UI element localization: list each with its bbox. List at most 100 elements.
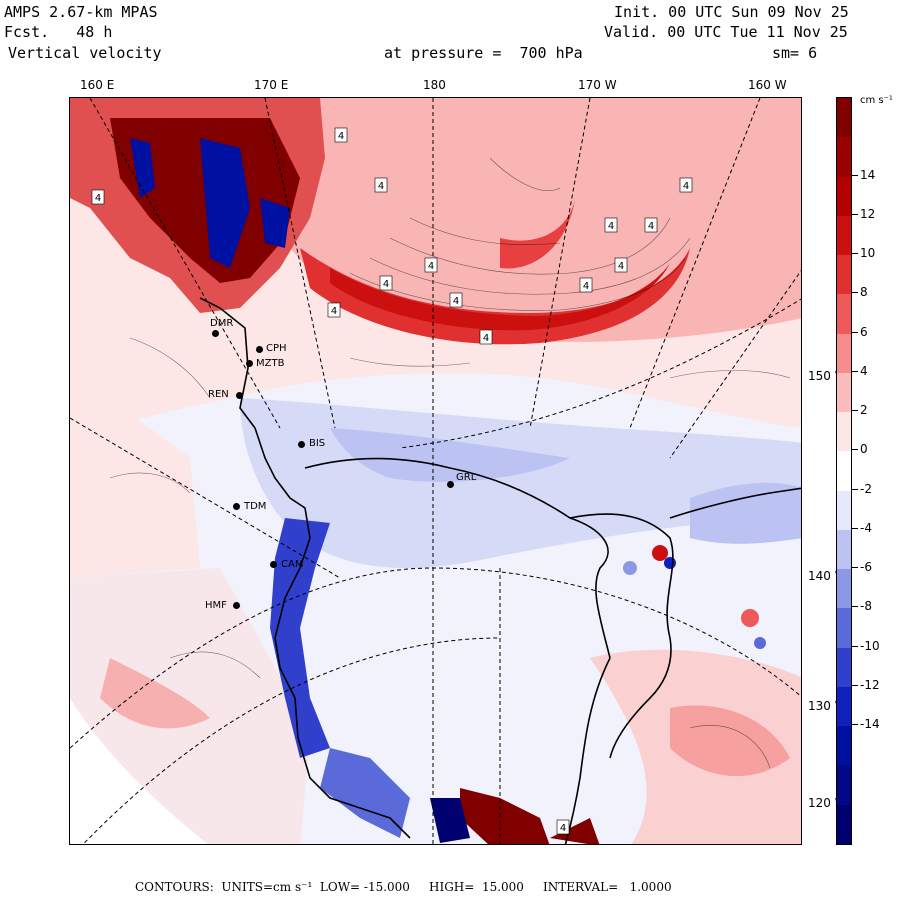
- colorbar-segment: [837, 176, 851, 217]
- colorbar-tick: [852, 527, 858, 529]
- pressure-level: at pressure = 700 hPa: [384, 44, 583, 62]
- max-marker: 4: [334, 127, 348, 143]
- colorbar-label: -2: [860, 481, 872, 496]
- max-marker: 4: [374, 177, 388, 193]
- vertical-velocity-map: 4 4 4 4 4 4 4 4 4 4 4 4 4 4: [69, 97, 802, 845]
- station-dot-tdm: [233, 503, 240, 510]
- station-dot-ren: [236, 392, 243, 399]
- station-dot-cam: [270, 561, 277, 568]
- colorbar-tick: [852, 292, 858, 294]
- station-dot-bis: [298, 441, 305, 448]
- colorbar-tick: [852, 684, 858, 686]
- colorbar-segment: [837, 372, 851, 413]
- max-marker: 4: [644, 217, 658, 233]
- colorbar-segment: [837, 569, 851, 609]
- max-marker: 4: [604, 217, 618, 233]
- colorbar-tick: [852, 645, 858, 647]
- lon-label-160w: 160 W: [748, 78, 787, 92]
- field-name: Vertical velocity: [8, 44, 162, 62]
- station-tdm: TDM: [244, 501, 267, 512]
- colorbar-segment: [837, 726, 851, 766]
- contour-info: CONTOURS: UNITS=cm s⁻¹ LOW= -15.000 HIGH…: [135, 880, 672, 894]
- max-marker: 4: [479, 329, 493, 345]
- station-cph: CPH: [266, 343, 287, 354]
- max-marker: 4: [424, 257, 438, 273]
- colorbar-label: 8: [860, 285, 868, 300]
- colorbar-tick: [852, 724, 858, 726]
- station-dot-cph: [256, 346, 263, 353]
- colorbar-label: 10: [860, 246, 876, 261]
- colorbar-unit: cm s⁻¹: [860, 95, 893, 106]
- svg-text:4: 4: [338, 131, 344, 142]
- colorbar-label: -4: [860, 520, 872, 535]
- colorbar-label: 2: [860, 403, 868, 418]
- svg-text:4: 4: [95, 193, 101, 204]
- colorbar-label: 6: [860, 324, 868, 339]
- station-dot-dmr: [212, 330, 219, 337]
- lon-label-180: 180: [423, 78, 446, 92]
- init-time: Init. 00 UTC Sun 09 Nov 25: [614, 3, 849, 21]
- station-cam: CAM: [281, 559, 304, 570]
- colorbar-tick: [852, 253, 858, 255]
- colorbar-label: 4: [860, 363, 868, 378]
- colorbar-tick: [852, 174, 858, 176]
- colorbar-segment: [837, 137, 851, 177]
- colorbar-segment: [837, 490, 851, 531]
- colorbar-label: 14: [860, 167, 876, 182]
- colorbar-label: -10: [860, 638, 880, 653]
- max-marker: 4: [327, 302, 341, 318]
- colorbar-tick: [852, 488, 858, 490]
- station-hmf: HMF: [205, 600, 227, 611]
- max-marker: 4: [679, 177, 693, 193]
- station-dot-hmf: [233, 602, 240, 609]
- valid-time: Valid. 00 UTC Tue 11 Nov 25: [604, 23, 848, 41]
- station-mztb: MZTB: [256, 358, 285, 369]
- model-title: AMPS 2.67-km MPAS: [4, 3, 158, 21]
- colorbar-tick: [852, 410, 858, 412]
- colorbar-label: -6: [860, 560, 872, 575]
- colorbar-segment: [837, 765, 851, 806]
- svg-text:4: 4: [608, 221, 614, 232]
- svg-text:4: 4: [453, 296, 459, 307]
- colorbar-segment: [837, 451, 851, 492]
- colorbar-segment: [837, 255, 851, 295]
- lon-label-170e: 170 E: [254, 78, 289, 92]
- max-marker: 4: [614, 257, 628, 273]
- station-ren: REN: [208, 389, 229, 400]
- station-dmr: DMR: [210, 318, 234, 329]
- svg-text:4: 4: [648, 221, 654, 232]
- colorbar-label: 0: [860, 442, 868, 457]
- svg-text:4: 4: [378, 181, 384, 192]
- colorbar-segment: [837, 804, 851, 845]
- colorbar-tick: [852, 213, 858, 215]
- colorbar-segment: [837, 294, 851, 335]
- colorbar-segment: [837, 647, 851, 688]
- colorbar-tick: [852, 449, 858, 451]
- svg-text:4: 4: [560, 823, 566, 834]
- smoothing: sm= 6: [772, 44, 818, 62]
- colorbar-segment: [837, 608, 851, 649]
- colorbar-label: 12: [860, 206, 876, 221]
- svg-text:4: 4: [618, 261, 624, 272]
- svg-text:4: 4: [331, 306, 337, 317]
- station-dot-grl: [447, 481, 454, 488]
- colorbar-segment: [837, 333, 851, 374]
- svg-text:4: 4: [383, 279, 389, 290]
- colorbar-tick: [852, 331, 858, 333]
- colorbar-label: -14: [860, 717, 880, 732]
- colorbar-tick: [852, 370, 858, 372]
- station-dot-mztb: [246, 360, 253, 367]
- colorbar-segment: [837, 529, 851, 570]
- colorbar-tick: [852, 567, 858, 569]
- max-marker: 4: [379, 275, 393, 291]
- colorbar-label: -12: [860, 677, 880, 692]
- map-canvas: 4 4 4 4 4 4 4 4 4 4 4 4 4 4: [70, 98, 801, 844]
- colorbar-segment: [837, 686, 851, 727]
- station-bis: BIS: [309, 438, 326, 449]
- svg-text:4: 4: [483, 333, 489, 344]
- svg-text:4: 4: [583, 281, 589, 292]
- colorbar-tick: [852, 606, 858, 608]
- colorbar-segment: [837, 98, 851, 138]
- max-marker: 4: [449, 292, 463, 308]
- max-marker: 4: [579, 277, 593, 293]
